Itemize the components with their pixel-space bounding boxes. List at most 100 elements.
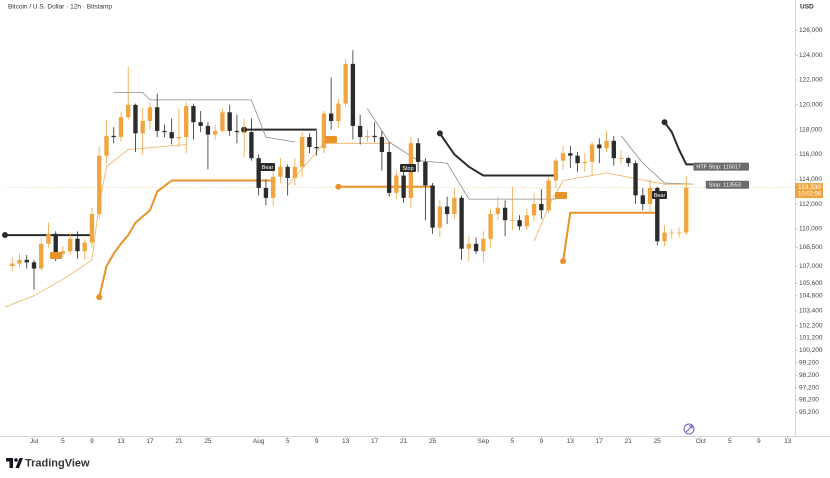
replay-arrow	[685, 425, 693, 433]
signal-tag	[325, 136, 337, 143]
y-tick-label: 116,000	[799, 151, 822, 158]
chart-title: Bitcoin / U.S. Dollar · 12h · Bitstamp	[8, 4, 112, 11]
candle-body	[299, 137, 305, 167]
x-tick-label: 5	[511, 438, 515, 445]
candle-body	[510, 220, 515, 221]
stop-tag-label: HTF Stop: 115017	[696, 164, 741, 170]
candle-body	[531, 204, 537, 216]
candle-body	[118, 117, 124, 138]
candle-body	[502, 207, 508, 221]
x-tick-label: 21	[175, 438, 183, 445]
y-tick-label: 103,400	[799, 307, 823, 314]
candle-body	[234, 130, 240, 133]
signal-tag	[260, 163, 275, 171]
y-tick-label: 96,200	[799, 397, 819, 404]
candle-body	[249, 132, 254, 159]
candle-body	[140, 120, 145, 134]
y-tick-label: 104,600	[799, 293, 823, 300]
indicator-line	[98, 179, 658, 298]
x-tick-label: 21	[400, 438, 408, 445]
x-tick-label: 13	[342, 438, 350, 445]
y-tick-label: 124,000	[799, 52, 823, 59]
x-tick-label: 5	[286, 438, 290, 445]
candle-body	[459, 197, 464, 249]
candle-body	[597, 144, 602, 149]
y-tick-label: 101,200	[799, 335, 823, 342]
candle-body	[24, 259, 29, 263]
candle-body	[684, 187, 689, 233]
x-tick-label: 17	[596, 438, 604, 445]
x-tick-label: Aug	[253, 438, 265, 445]
candle-body	[198, 122, 203, 126]
candle-body	[466, 243, 472, 249]
y-tick-label: 122,000	[799, 77, 823, 84]
countdown-label: 10:02:56	[798, 191, 822, 197]
candle-body	[481, 238, 486, 252]
y-tick-label: 102,200	[799, 322, 823, 329]
candle-body	[155, 107, 160, 131]
candle-body	[662, 232, 667, 242]
candle-body	[517, 220, 522, 227]
candle-body	[227, 112, 232, 131]
candle-body	[89, 213, 95, 243]
candle-body	[314, 146, 319, 149]
x-tick-label: 25	[654, 438, 662, 445]
candle-body	[104, 135, 109, 156]
candle-body	[343, 63, 348, 104]
candle-body	[242, 132, 247, 133]
y-tick-label: 105,600	[799, 280, 823, 287]
y-tick-label: 120,000	[799, 102, 823, 109]
candle-body	[263, 187, 269, 198]
candle-body	[278, 166, 283, 177]
axis-layer: 126,000 124,000 122,000 120,000 118,000 116,0…	[30, 27, 823, 445]
signal-tag	[400, 164, 416, 172]
candle-body	[394, 175, 399, 193]
x-tick-label: 5	[61, 438, 65, 445]
candle-body	[285, 166, 290, 179]
candle-body	[473, 243, 479, 252]
signal-label: Bear	[654, 193, 666, 199]
candle-body	[126, 104, 131, 118]
candle-body	[205, 125, 211, 135]
candle-body	[60, 251, 66, 254]
signal-label: Stop	[402, 166, 413, 172]
x-tick-label: 9	[315, 438, 319, 445]
candle-body	[53, 233, 58, 254]
candle-body	[539, 204, 544, 211]
candle-body	[568, 153, 573, 156]
indicator-line	[113, 92, 694, 200]
y-tick-label: 112,000	[799, 201, 822, 208]
candle-layer	[10, 50, 689, 290]
y-tick-label: 118,000	[799, 126, 822, 133]
candle-body	[444, 206, 450, 214]
candle-body	[423, 161, 428, 186]
candle-body	[633, 163, 638, 196]
brand-logo: TradingView	[6, 457, 90, 469]
candle-body	[430, 185, 435, 228]
candle-body	[147, 107, 153, 121]
stop-tag	[705, 180, 749, 189]
candle-body	[401, 175, 406, 198]
candle-body	[365, 135, 370, 138]
x-tick-label: 13	[784, 438, 792, 445]
candle-body	[292, 166, 298, 179]
y-tick-label: 99,200	[799, 360, 819, 367]
candle-body	[611, 140, 616, 159]
candle-body	[97, 155, 102, 214]
current-price-label: 113,330	[798, 184, 821, 191]
candle-body	[575, 155, 580, 164]
candle-body	[111, 135, 116, 138]
signal-tag	[652, 191, 667, 199]
x-tick-label: Oct	[696, 438, 706, 445]
x-tick-label: 25	[204, 438, 212, 445]
candle-body	[176, 137, 182, 139]
candle-body	[386, 151, 392, 193]
candle-body	[560, 153, 566, 161]
signal-tag	[50, 252, 62, 259]
candle-body	[39, 243, 44, 269]
y-tick-label: 114,000	[799, 176, 822, 183]
candle-body	[10, 263, 15, 267]
candle-body	[68, 238, 73, 252]
